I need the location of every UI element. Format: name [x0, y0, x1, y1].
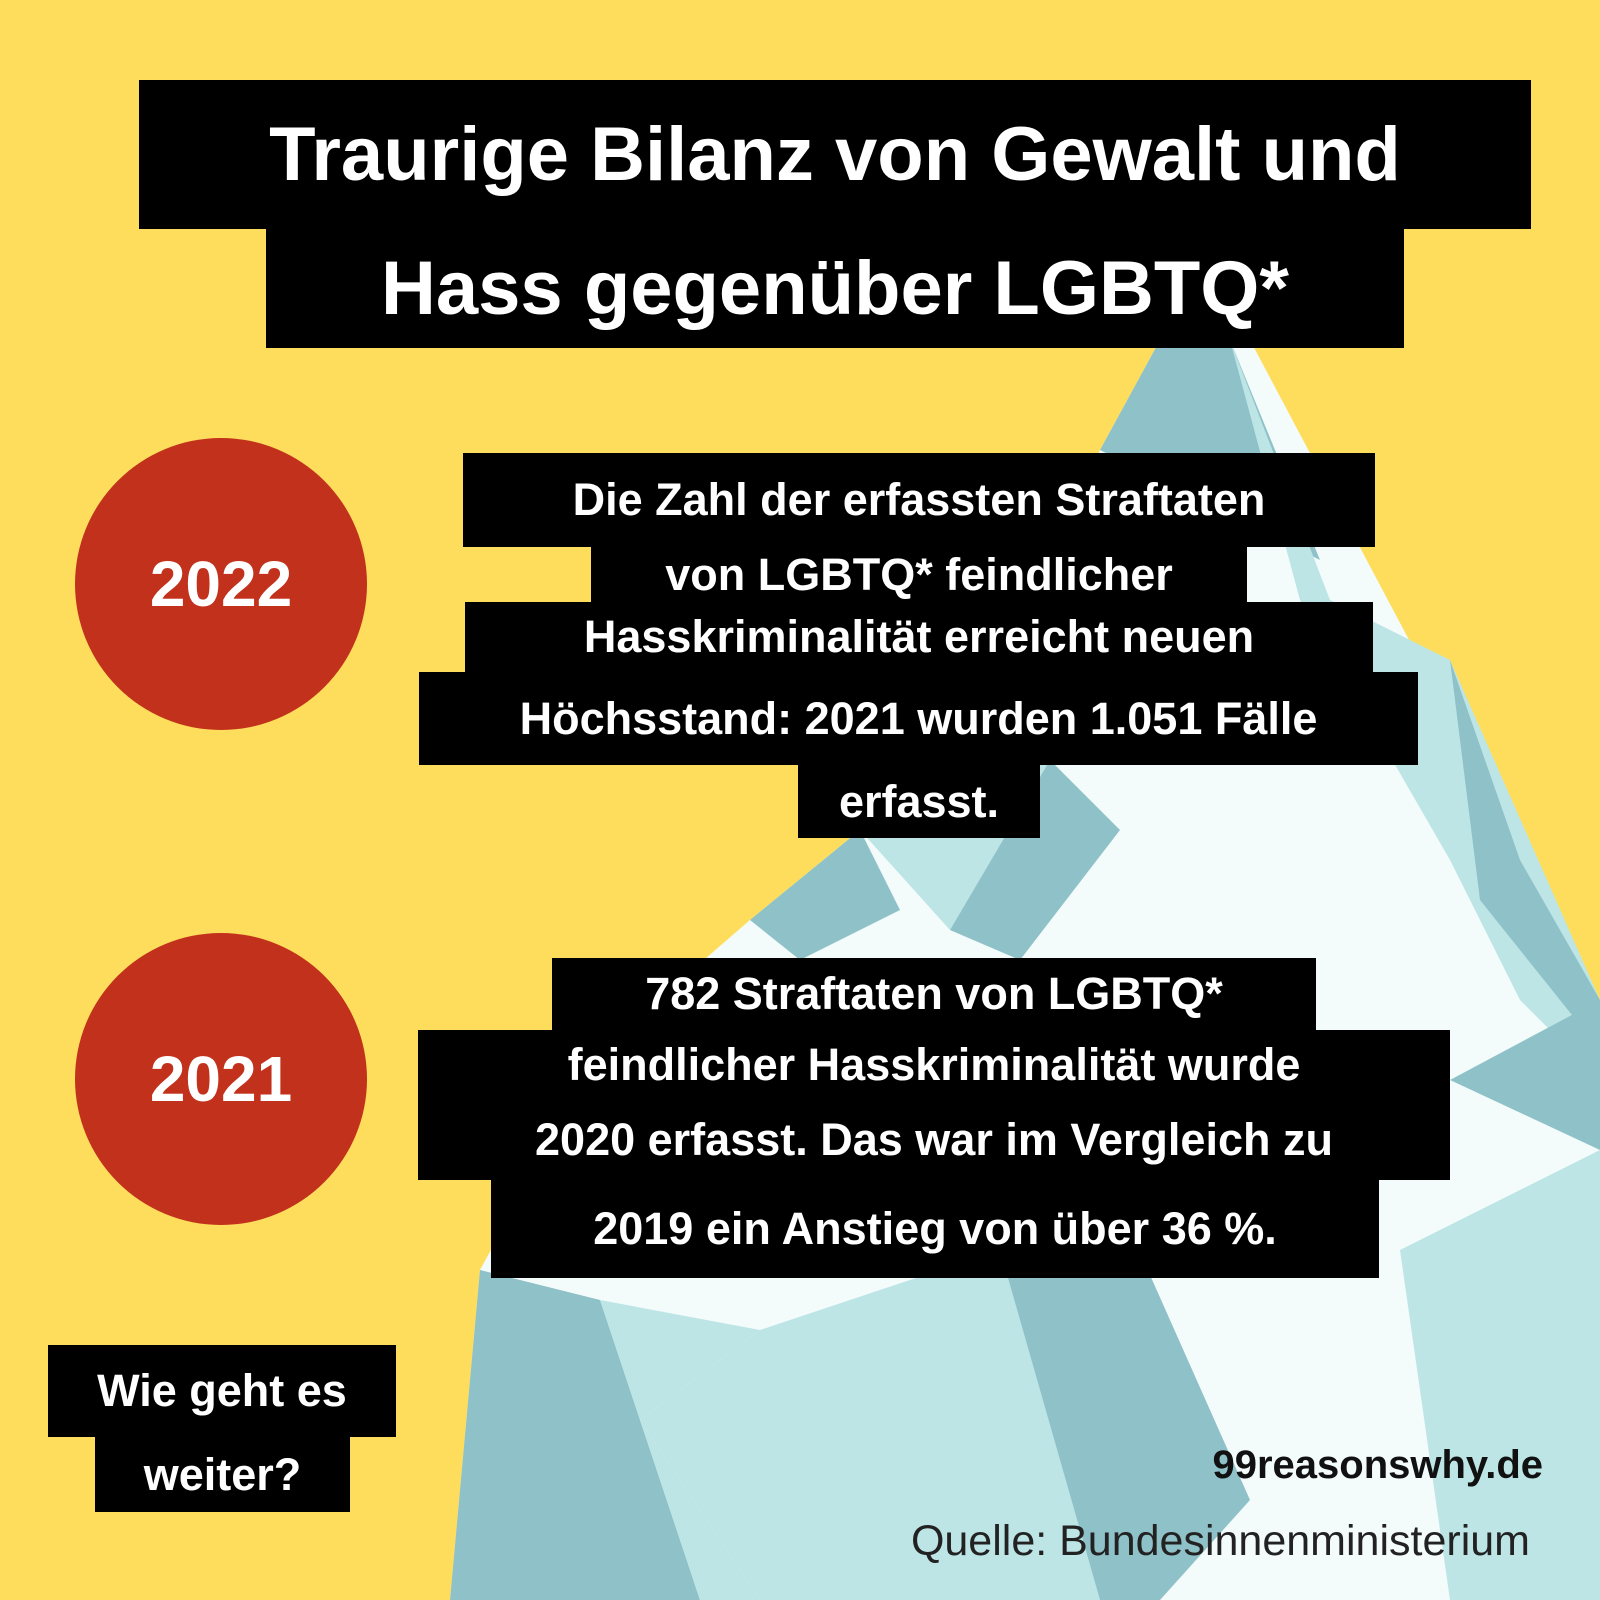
year-circle: 2021 — [75, 933, 367, 1225]
text-line: 782 Straftaten von LGBTQ* — [552, 958, 1316, 1030]
website: 99reasonswhy.de — [1212, 1443, 1543, 1487]
text-line: erfasst. — [798, 765, 1040, 838]
text-line: feindlicher Hasskriminalität wurde — [418, 1030, 1450, 1100]
text-line: von LGBTQ* feindlicher — [591, 547, 1247, 602]
text-line: Hasskriminalität erreicht neuen — [465, 602, 1373, 672]
title-line: Traurige Bilanz von Gewalt und — [139, 80, 1531, 229]
question-line: weiter? — [95, 1437, 350, 1512]
source: Quelle: Bundesinnenministerium — [910, 1517, 1530, 1565]
text-line: Höchsstand: 2021 wurden 1.051 Fälle — [419, 672, 1418, 765]
year-circle: 2022 — [75, 438, 367, 730]
text-line: Die Zahl der erfassten Straftaten — [463, 453, 1375, 547]
title-line: Hass gegenüber LGBTQ* — [266, 229, 1404, 348]
question-line: Wie geht es — [48, 1345, 396, 1437]
text-line: 2020 erfasst. Das war im Vergleich zu — [418, 1100, 1450, 1180]
text-line: 2019 ein Anstieg von über 36 %. — [491, 1180, 1379, 1278]
